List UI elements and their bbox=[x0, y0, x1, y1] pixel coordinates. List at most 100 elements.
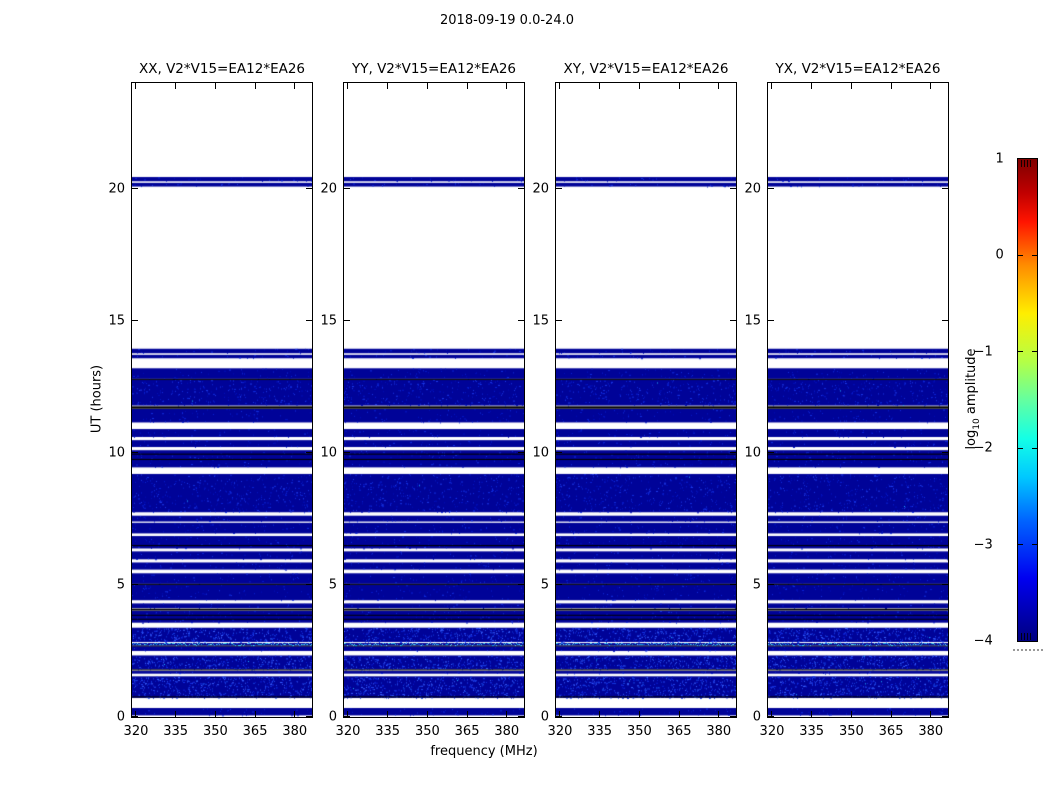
x-tick bbox=[890, 83, 892, 89]
y-tick-label: 20 bbox=[108, 181, 125, 197]
colorbar-tick bbox=[1018, 544, 1023, 546]
y-tick-label: 10 bbox=[108, 445, 125, 461]
x-tick bbox=[771, 711, 773, 717]
y-tick bbox=[768, 452, 774, 454]
x-tick bbox=[718, 83, 720, 89]
colorbar-tick bbox=[1032, 544, 1037, 546]
y-tick bbox=[730, 715, 736, 717]
colorbar-tick bbox=[1018, 351, 1023, 353]
colorbar-tick bbox=[1032, 254, 1037, 256]
y-tick bbox=[132, 715, 138, 717]
x-tick-label: 335 bbox=[587, 724, 613, 739]
x-tick bbox=[638, 83, 640, 89]
x-tick bbox=[559, 83, 561, 89]
x-tick-label: 335 bbox=[163, 724, 189, 739]
x-tick-label: 380 bbox=[918, 724, 944, 739]
x-tick bbox=[678, 83, 680, 89]
y-tick-label: 10 bbox=[320, 445, 337, 461]
y-tick bbox=[306, 188, 312, 190]
y-tick-label: 5 bbox=[116, 577, 125, 593]
y-tick bbox=[518, 715, 524, 717]
spectrogram-canvas-xx bbox=[132, 83, 312, 717]
y-tick bbox=[942, 188, 948, 190]
colorbar-label: log10 amplitude bbox=[964, 348, 982, 450]
panel-title: XX, V2*V15=EA12*EA26 bbox=[138, 61, 306, 77]
x-tick bbox=[506, 711, 508, 717]
colorbar-tick-label: −3 bbox=[973, 537, 993, 553]
x-tick-label: 365 bbox=[666, 724, 692, 739]
x-tick bbox=[294, 711, 296, 717]
y-tick bbox=[344, 452, 350, 454]
y-tick bbox=[768, 188, 774, 190]
x-tick bbox=[294, 83, 296, 89]
panel-xy: XY, V2*V15=EA12*EA26 320 335 350 365 380 0 5 10… bbox=[532, 61, 737, 739]
y-tick bbox=[518, 188, 524, 190]
x-tick bbox=[347, 711, 349, 717]
y-tick bbox=[132, 584, 138, 586]
y-tick bbox=[942, 715, 948, 717]
y-tick-label: 15 bbox=[320, 313, 337, 329]
spectrogram-canvas-yx bbox=[768, 83, 948, 717]
x-tick bbox=[506, 83, 508, 89]
y-tick-label: 10 bbox=[532, 445, 549, 461]
x-tick bbox=[254, 711, 256, 717]
y-tick bbox=[306, 320, 312, 322]
x-tick bbox=[559, 711, 561, 717]
colorbar-tick-label: 1 bbox=[995, 151, 1004, 167]
x-tick bbox=[175, 83, 177, 89]
colorbar-gradient bbox=[1018, 159, 1037, 641]
panel-title: YX, V2*V15=EA12*EA26 bbox=[775, 61, 941, 77]
x-tick bbox=[426, 711, 428, 717]
y-tick-label: 15 bbox=[744, 313, 761, 329]
x-tick-label: 320 bbox=[547, 724, 573, 739]
colorbar-tick-label: −1 bbox=[973, 344, 993, 360]
colorbar-tick-label: 0 bbox=[995, 247, 1004, 263]
figure-title: 2018-09-19 0.0-24.0 bbox=[440, 13, 574, 28]
x-tick bbox=[254, 83, 256, 89]
x-tick-label: 335 bbox=[799, 724, 825, 739]
y-tick bbox=[306, 715, 312, 717]
x-tick bbox=[175, 711, 177, 717]
x-tick bbox=[850, 83, 852, 89]
y-tick-label: 20 bbox=[320, 181, 337, 197]
colorbar-tick-label: −4 bbox=[973, 633, 993, 649]
x-tick bbox=[387, 711, 389, 717]
x-tick bbox=[930, 83, 932, 89]
panel-yy: YY, V2*V15=EA12*EA26 320 335 350 365 380 0 5 10… bbox=[320, 61, 525, 739]
panel-title: YY, V2*V15=EA12*EA26 bbox=[351, 61, 517, 77]
x-tick bbox=[678, 711, 680, 717]
x-tick bbox=[930, 711, 932, 717]
x-tick bbox=[214, 711, 216, 717]
y-tick bbox=[306, 452, 312, 454]
x-tick bbox=[599, 711, 601, 717]
x-tick-label: 365 bbox=[454, 724, 480, 739]
y-tick-label: 5 bbox=[328, 577, 337, 593]
x-tick-label: 350 bbox=[414, 724, 440, 739]
panel-yx: YX, V2*V15=EA12*EA26 320 335 350 365 380 0 5 10… bbox=[744, 61, 949, 739]
y-tick bbox=[344, 715, 350, 717]
x-tick-label: 320 bbox=[335, 724, 361, 739]
panel-title: XY, V2*V15=EA12*EA26 bbox=[563, 61, 729, 77]
colorbar: 1 0 −1 −2 −3 −4 bbox=[974, 152, 1038, 649]
x-tick-label: 350 bbox=[626, 724, 652, 739]
colorbar-bottom-minor-ticks bbox=[1021, 633, 1033, 640]
x-tick bbox=[426, 83, 428, 89]
y-tick-label: 20 bbox=[532, 181, 549, 197]
y-tick-label: 15 bbox=[532, 313, 549, 329]
y-tick bbox=[942, 320, 948, 322]
x-tick bbox=[347, 83, 349, 89]
y-tick bbox=[132, 320, 138, 322]
y-tick bbox=[518, 452, 524, 454]
y-tick bbox=[556, 584, 562, 586]
y-tick bbox=[768, 584, 774, 586]
colorbar-tick bbox=[1018, 447, 1023, 449]
x-tick bbox=[638, 711, 640, 717]
y-tick bbox=[518, 320, 524, 322]
y-tick-label: 15 bbox=[108, 313, 125, 329]
colorbar-tick bbox=[1018, 254, 1023, 256]
x-tick bbox=[214, 83, 216, 89]
colorbar-tick bbox=[1032, 351, 1037, 353]
spectrogram-canvas-xy bbox=[556, 83, 736, 717]
x-tick bbox=[387, 83, 389, 89]
